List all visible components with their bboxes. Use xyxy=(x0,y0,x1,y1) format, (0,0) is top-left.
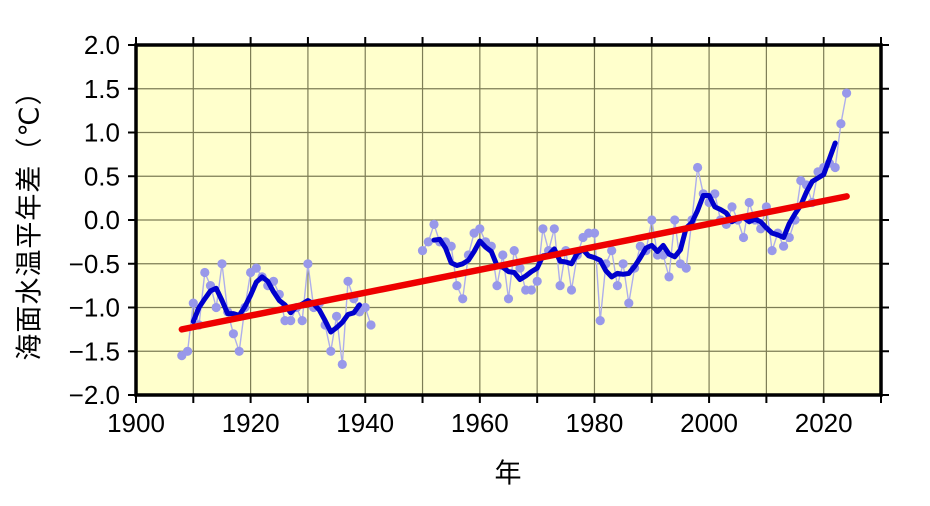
data-point xyxy=(538,224,548,234)
data-point xyxy=(842,88,852,98)
data-point xyxy=(452,281,462,291)
y-tick-label: −1.5 xyxy=(69,336,120,366)
y-tick-label: −2.0 xyxy=(69,380,120,410)
data-point xyxy=(211,302,221,313)
x-axis-title: 年 xyxy=(494,458,522,489)
data-point xyxy=(200,267,210,278)
data-point xyxy=(595,316,605,326)
data-point xyxy=(612,281,623,291)
data-point xyxy=(515,263,525,273)
y-tick-label: 0.0 xyxy=(84,205,120,235)
data-point xyxy=(503,294,514,304)
data-point xyxy=(475,224,485,234)
x-tick-label: 2000 xyxy=(680,408,738,438)
y-tick-label: 1.0 xyxy=(84,118,120,148)
y-tick-label: −0.5 xyxy=(69,249,120,279)
data-point xyxy=(423,237,433,247)
data-point xyxy=(555,281,565,291)
data-point xyxy=(429,219,439,229)
trend-line xyxy=(178,193,850,333)
x-tick-label: 2020 xyxy=(795,408,853,438)
data-point xyxy=(566,285,577,295)
data-point xyxy=(624,298,634,308)
data-point xyxy=(836,119,846,129)
data-point xyxy=(326,346,336,356)
data-point xyxy=(343,276,353,286)
y-axis-title: 海面水温平年差（℃） xyxy=(14,77,45,361)
data-point xyxy=(738,232,749,243)
x-tick-label: 1940 xyxy=(336,408,394,438)
data-point xyxy=(509,246,519,256)
data-point xyxy=(767,246,777,256)
data-point xyxy=(589,228,600,238)
data-point xyxy=(681,263,691,273)
data-point xyxy=(647,215,657,225)
data-point xyxy=(188,298,198,308)
y-tick-label: 0.5 xyxy=(84,161,120,191)
x-tick-label: 1920 xyxy=(222,408,280,438)
x-tick-label: 1980 xyxy=(566,408,624,438)
tick-labels: 1900 1920 1940 1960 1980 2000 2020 2.0 1.5 1.0 0.5… xyxy=(69,30,853,438)
data-point xyxy=(549,224,559,234)
data-point xyxy=(297,316,307,326)
data-point xyxy=(332,311,342,321)
data-point xyxy=(458,294,468,304)
data-point xyxy=(217,259,227,269)
data-point xyxy=(744,197,754,208)
data-point xyxy=(337,359,347,369)
data-point xyxy=(498,250,508,260)
data-point xyxy=(710,189,720,199)
data-point xyxy=(532,276,542,286)
data-point xyxy=(228,329,238,339)
data-point xyxy=(286,316,296,326)
data-point xyxy=(360,302,370,313)
data-point xyxy=(664,272,674,282)
data-point xyxy=(183,346,193,356)
plot-frame xyxy=(134,43,883,397)
data-point xyxy=(607,246,617,256)
y-tick-label: 1.5 xyxy=(84,74,120,104)
data-point xyxy=(303,259,313,269)
running-mean-segment xyxy=(190,274,362,335)
data-point xyxy=(417,246,428,256)
data-point xyxy=(526,285,537,295)
x-tick-label: 1900 xyxy=(107,408,165,438)
data-point xyxy=(693,162,703,173)
y-tick-label: 2.0 xyxy=(84,30,120,60)
data-point xyxy=(618,259,628,269)
data-point xyxy=(446,241,456,251)
data-point xyxy=(830,162,840,173)
data-point xyxy=(727,202,737,212)
data-point xyxy=(492,281,502,291)
data-point xyxy=(670,215,680,225)
y-tick-label: −1.0 xyxy=(69,293,120,323)
x-tick-label: 1960 xyxy=(451,408,509,438)
data-point xyxy=(779,241,789,251)
data-point xyxy=(234,346,244,356)
annual-line-segment xyxy=(181,263,372,365)
data-point xyxy=(366,320,376,330)
data-point xyxy=(251,263,261,273)
